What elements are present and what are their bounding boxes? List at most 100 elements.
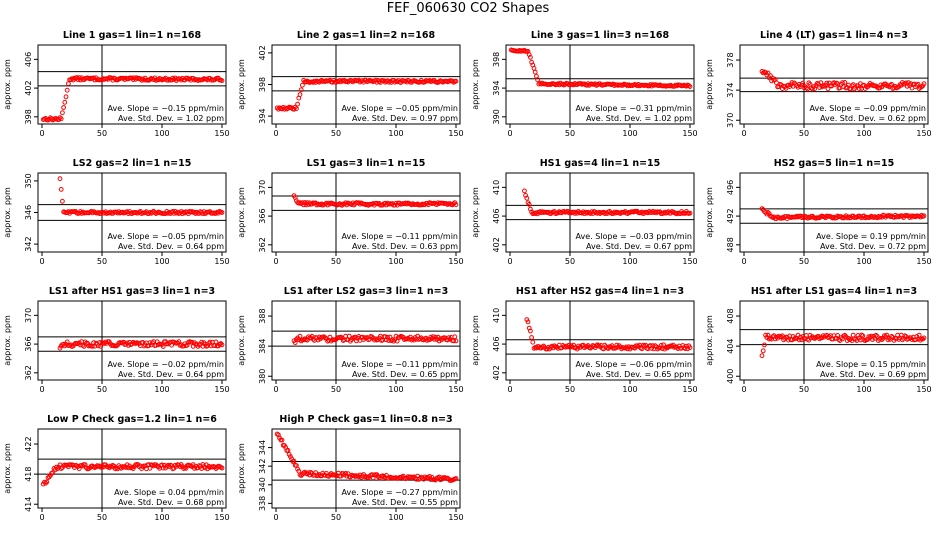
data-point xyxy=(199,339,205,345)
y-tick-label: 410 xyxy=(492,180,501,195)
slope-annotation: Ave. Slope = −0.05 ppm/min xyxy=(341,104,458,113)
sd-annotation: Ave. Std. Dev. = 1.02 ppm xyxy=(118,114,224,123)
chart-title: LS1 gas=3 lin=1 n=15 xyxy=(307,158,426,169)
slope-annotation: Ave. Slope = −0.27 ppm/min xyxy=(341,488,458,497)
chart-svg: Line 4 (LT) gas=1 lin=4 n=3 0 50 100 150 370 3… xyxy=(705,30,932,138)
y-tick-label: 408 xyxy=(726,308,735,323)
data-points xyxy=(40,75,225,123)
chart-panel: Line 4 (LT) gas=1 lin=4 n=3 0 50 100 150 370 3… xyxy=(702,28,936,156)
data-point xyxy=(921,213,927,219)
chart-title: LS1 after HS1 gas=3 lin=1 n=3 xyxy=(49,286,215,297)
data-point xyxy=(759,353,765,359)
plot-frame xyxy=(505,172,695,253)
x-tick-label: 100 xyxy=(154,513,169,522)
data-point xyxy=(524,195,530,201)
y-tick-label: 496 xyxy=(726,180,735,195)
y-tick-label: 378 xyxy=(726,52,735,67)
x-tick-label: 150 xyxy=(916,257,931,266)
y-axis-label: approx. ppm xyxy=(237,59,246,110)
data-point xyxy=(609,343,615,349)
y-tick-label: 384 xyxy=(258,339,267,354)
chart-panel: HS2 gas=5 lin=1 n=15 0 50 100 150 488 492 496 ap… xyxy=(702,156,936,284)
slope-annotation: Ave. Slope = 0.04 ppm/min xyxy=(114,488,224,497)
chart-panel: LS1 gas=3 lin=1 n=15 0 50 100 150 362 366 370 ap… xyxy=(234,156,468,284)
y-tick-label: 370 xyxy=(258,180,267,195)
data-point xyxy=(884,332,890,338)
data-point xyxy=(60,110,65,116)
data-point xyxy=(916,332,922,338)
chart-panel: Line 1 gas=1 lin=1 n=168 0 50 100 150 398 402 4… xyxy=(0,28,234,156)
data-point xyxy=(765,70,771,76)
x-tick-label: 0 xyxy=(39,129,44,138)
data-point xyxy=(50,470,56,476)
chart-title: Line 2 gas=1 lin=2 n=168 xyxy=(297,30,436,41)
data-point xyxy=(920,336,926,342)
data-point xyxy=(183,465,189,471)
data-point xyxy=(661,342,667,348)
x-tick-label: 100 xyxy=(856,385,871,394)
data-point xyxy=(818,80,824,85)
data-point xyxy=(453,338,459,344)
sd-annotation: Ave. Std. Dev. = 0.63 ppm xyxy=(352,242,458,251)
y-tick-label: 394 xyxy=(492,80,501,95)
sd-annotation: Ave. Std. Dev. = 0.62 ppm xyxy=(820,114,926,123)
data-point xyxy=(66,81,71,86)
data-point xyxy=(453,476,459,481)
data-points xyxy=(291,193,459,208)
data-point xyxy=(914,334,920,339)
data-point xyxy=(98,344,104,349)
x-tick-label: 150 xyxy=(448,129,463,138)
data-point xyxy=(297,333,303,339)
y-axis-label: approx. ppm xyxy=(705,187,714,238)
data-point xyxy=(817,85,822,90)
x-tick-label: 50 xyxy=(799,129,809,138)
y-tick-label: 402 xyxy=(492,237,501,252)
x-tick-label: 50 xyxy=(97,257,107,266)
chart-svg: LS2 gas=2 lin=1 n=15 0 50 100 150 342 346 350 ap… xyxy=(3,158,230,266)
sd-annotation: Ave. Std. Dev. = 1.02 ppm xyxy=(586,114,692,123)
data-point xyxy=(860,333,866,339)
data-point xyxy=(558,80,563,86)
y-tick-label: 342 xyxy=(24,236,33,251)
x-tick-label: 0 xyxy=(39,513,44,522)
data-point xyxy=(452,334,458,340)
x-tick-label: 0 xyxy=(507,385,512,394)
data-point xyxy=(62,99,68,105)
data-point xyxy=(189,339,195,345)
data-point xyxy=(303,202,309,208)
x-tick-label: 50 xyxy=(799,257,809,266)
data-point xyxy=(297,92,303,97)
x-tick-label: 50 xyxy=(331,129,341,138)
y-tick-label: 422 xyxy=(24,436,33,451)
sd-annotation: Ave. Std. Dev. = 0.65 ppm xyxy=(586,370,692,379)
chart-title: Low P Check gas=1.2 lin=1 n=6 xyxy=(47,414,217,425)
data-point xyxy=(291,458,297,464)
x-tick-label: 100 xyxy=(622,257,637,266)
x-tick-label: 0 xyxy=(39,257,44,266)
y-axis-label: approx. ppm xyxy=(3,315,12,366)
data-point xyxy=(298,87,304,93)
x-tick-label: 100 xyxy=(388,513,403,522)
y-tick-label: 380 xyxy=(258,369,267,384)
data-point xyxy=(763,70,768,75)
slope-annotation: Ave. Slope = −0.06 ppm/min xyxy=(575,360,692,369)
data-point xyxy=(392,79,398,85)
plot-frame xyxy=(37,300,227,381)
x-tick-label: 150 xyxy=(916,129,931,138)
data-points xyxy=(57,339,225,351)
data-point xyxy=(921,81,927,87)
y-tick-label: 418 xyxy=(24,467,33,482)
data-point xyxy=(411,337,417,343)
chart-svg: High P Check gas=1 lin=0.8 n=3 0 50 100 150 3… xyxy=(237,414,464,522)
data-point xyxy=(525,319,531,325)
data-point xyxy=(64,87,70,93)
data-point xyxy=(919,212,925,218)
data-point xyxy=(915,81,921,87)
data-point xyxy=(57,115,63,121)
x-tick-label: 50 xyxy=(331,513,341,522)
y-tick-label: 492 xyxy=(726,208,735,223)
data-point xyxy=(873,332,879,338)
chart-panel: LS1 after HS1 gas=3 lin=1 n=3 0 50 100 150 36… xyxy=(0,284,234,412)
data-point xyxy=(61,105,66,110)
y-axis-label: approx. ppm xyxy=(705,59,714,110)
